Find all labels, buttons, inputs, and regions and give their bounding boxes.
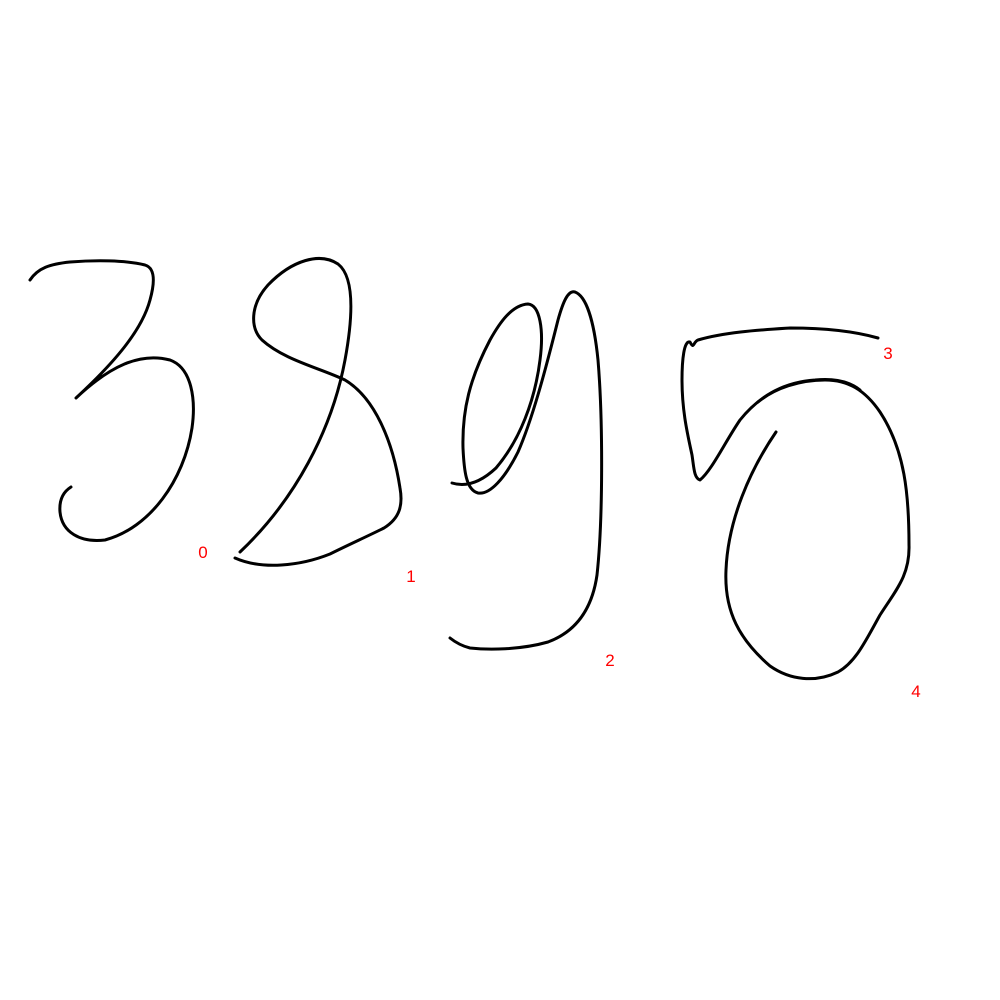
stroke-0 [28,259,195,542]
stroke-1-group: 1 [233,257,416,586]
stroke-1 [233,257,403,567]
stroke-4 [724,378,911,681]
stroke-0-group: 0 [28,259,208,562]
stroke-4-group: 4 [724,378,921,701]
stroke-index-4: 4 [911,682,920,701]
stroke-2 [448,290,604,651]
stroke-index-1: 1 [406,567,415,586]
stroke-index-2: 2 [605,651,614,670]
stroke-index-0: 0 [198,543,207,562]
stroke-2-group: 2 [448,290,615,670]
stroke-index-3: 3 [883,344,892,363]
